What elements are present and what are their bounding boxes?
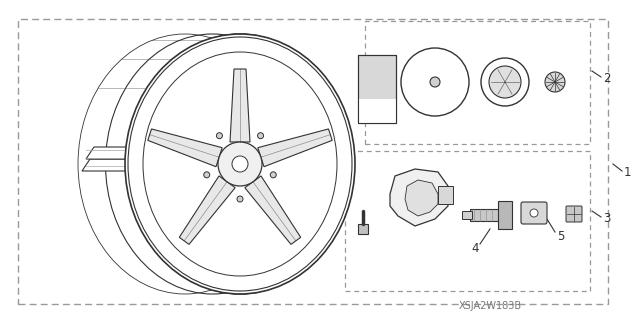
Polygon shape (86, 147, 152, 159)
Bar (498, 201, 512, 229)
Polygon shape (148, 129, 222, 167)
Circle shape (216, 133, 223, 139)
Polygon shape (230, 69, 250, 142)
Circle shape (401, 48, 469, 116)
Bar (358, 55, 396, 123)
Polygon shape (245, 176, 301, 244)
Circle shape (530, 209, 538, 217)
Circle shape (270, 172, 276, 178)
Circle shape (232, 156, 248, 172)
Bar (345, 151, 590, 291)
Ellipse shape (125, 34, 355, 294)
Polygon shape (258, 129, 332, 167)
Polygon shape (179, 176, 235, 244)
Circle shape (204, 172, 210, 178)
Circle shape (257, 133, 264, 139)
Text: 4: 4 (471, 242, 479, 256)
Bar (358, 224, 368, 234)
Polygon shape (390, 169, 448, 226)
Bar (358, 55, 396, 123)
Bar (470, 209, 502, 221)
Text: 2: 2 (603, 71, 611, 85)
Bar (358, 55, 396, 123)
Text: XSJA2W183B: XSJA2W183B (458, 301, 522, 311)
Polygon shape (405, 180, 438, 216)
Polygon shape (82, 159, 148, 171)
Text: 5: 5 (557, 229, 564, 242)
Circle shape (481, 58, 529, 106)
FancyBboxPatch shape (566, 206, 582, 222)
Bar (18, 19, 608, 304)
Circle shape (237, 196, 243, 202)
Bar (438, 186, 453, 204)
Bar (365, 21, 590, 144)
Text: 3: 3 (603, 212, 611, 226)
FancyBboxPatch shape (521, 202, 547, 224)
Circle shape (545, 72, 565, 92)
Circle shape (430, 77, 440, 87)
Bar (462, 211, 472, 219)
Circle shape (489, 66, 521, 98)
Text: 1: 1 (624, 166, 632, 179)
Bar (358, 99, 396, 123)
Circle shape (218, 142, 262, 186)
